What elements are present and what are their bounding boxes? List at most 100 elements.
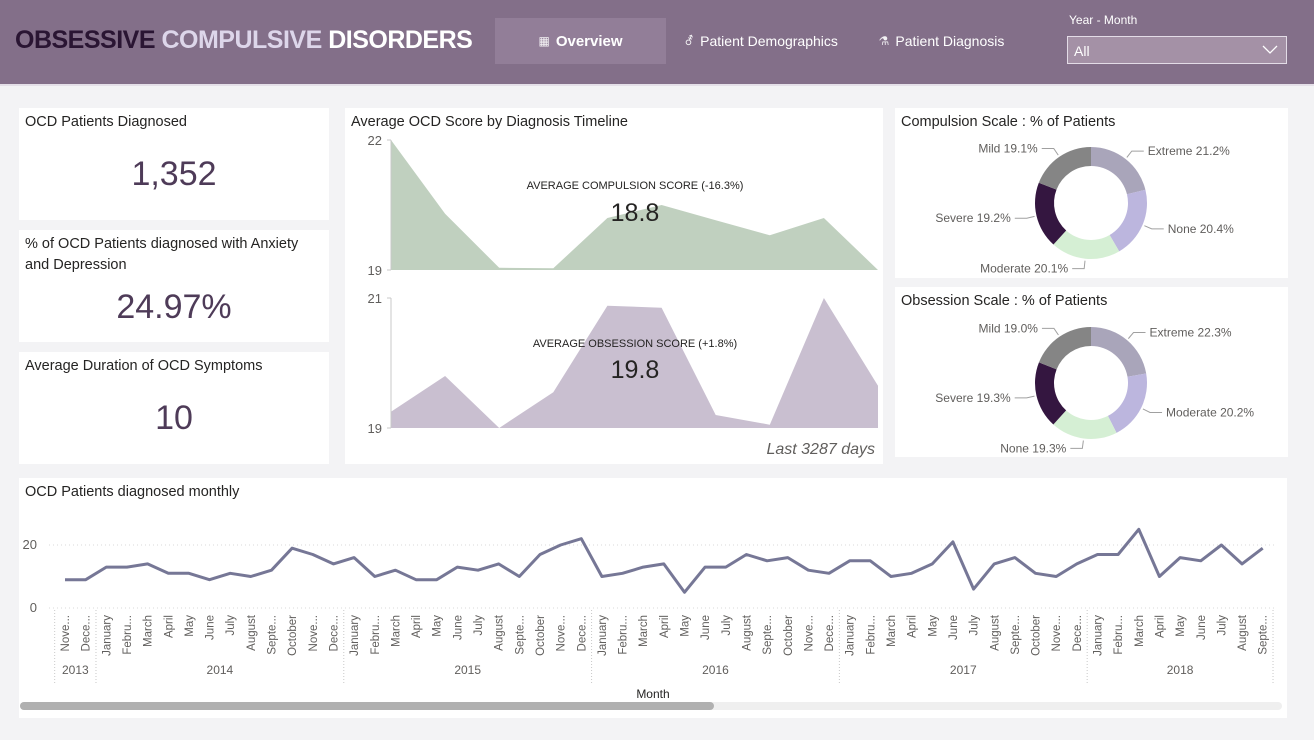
x-tick-month-label: April [1154, 615, 1166, 638]
donut-leader-line [1041, 148, 1059, 156]
x-axis-title: Month [636, 687, 669, 701]
compulsion-ytick-max: 22 [368, 133, 382, 148]
obsession-score-value: 19.8 [611, 356, 660, 384]
donut-label-severe: Severe 19.3% [935, 391, 1011, 405]
nav-patient-diagnosis-button[interactable]: ⚗ Patient Diagnosis [874, 18, 1009, 64]
title-word-obsessive: OBSESSIVE [15, 26, 156, 54]
nav-patient-demographics-label: Patient Demographics [700, 33, 838, 49]
x-tick-month-label: Dece... [1072, 615, 1084, 651]
donut-slice-none[interactable] [1109, 189, 1147, 252]
x-tick-month-label: April [659, 615, 671, 638]
donut-leader-line [1041, 327, 1059, 336]
donut-label-mild: Mild 19.0% [979, 321, 1039, 335]
x-tick-month-label: August [1237, 614, 1249, 651]
x-tick-month-label: Septe... [1258, 615, 1270, 655]
x-tick-month-label: January [349, 615, 361, 656]
timeline-chart: 22 19 AVERAGE COMPULSION SCORE (-16.3%) … [368, 133, 878, 458]
y-tick-label: 20 [23, 537, 37, 552]
x-tick-month-label: March [1134, 615, 1146, 647]
x-tick-month-label: June [700, 615, 712, 640]
monthly-diagnosed-line[interactable] [65, 527, 1264, 594]
x-tick-month-label: Nove... [556, 615, 568, 651]
donut-slice-moderate[interactable] [1107, 373, 1147, 433]
x-tick-year-label: 2015 [454, 663, 481, 677]
donut-leader-line [1070, 440, 1084, 449]
year-month-dropdown-value: All [1074, 43, 1090, 59]
x-tick-month-label: Septe... [762, 615, 774, 655]
x-tick-month-label: May [432, 615, 444, 637]
x-tick-month-label: Dece... [81, 615, 93, 651]
donut-leader-line [1144, 225, 1164, 230]
x-tick-month-label: Septe... [1010, 615, 1022, 655]
x-tick-month-label: July [1216, 615, 1228, 636]
x-tick-month-label: March [886, 615, 898, 647]
donut-leader-line [1014, 395, 1035, 399]
donut-leader-line [1072, 260, 1086, 270]
x-tick-month-label: May [1175, 615, 1187, 637]
donut-slice-mild[interactable] [1038, 327, 1091, 370]
donut-label-extreme: Extreme 22.3% [1150, 326, 1232, 340]
kpi-value: 10 [155, 399, 193, 437]
x-tick-year-label: 2013 [62, 663, 89, 677]
obsession-scale-card: Obsession Scale : % of Patients Extreme … [895, 287, 1288, 457]
donut-label-moderate: Moderate 20.2% [1166, 405, 1254, 419]
timeline-footer: Last 3287 days [766, 441, 875, 458]
x-tick-month-label: August [246, 614, 258, 651]
x-tick-month-label: Dece... [824, 615, 836, 651]
nav-overview-label: Overview [555, 32, 623, 50]
report-icon: ▦ [538, 34, 550, 48]
nav-overview-button[interactable]: ▦ Overview [495, 18, 666, 64]
donut-slice-extreme[interactable] [1091, 327, 1147, 377]
title-word-disorders: DISORDERS [328, 26, 473, 54]
x-tick-month-label: Nove... [1051, 615, 1063, 651]
x-tick-month-label: Febru... [122, 615, 134, 655]
donut-label-extreme: Extreme 21.2% [1148, 144, 1230, 158]
monthly-diagnosed-chart: Month 0 20 Nove... Dece... January Febru... Ma… [23, 527, 1277, 701]
donut-slice-severe[interactable] [1035, 182, 1067, 245]
donut-slice-moderate[interactable] [1053, 230, 1120, 259]
x-tick-month-label: August [494, 614, 506, 651]
x-tick-month-label: Nove... [803, 615, 815, 651]
scrollbar-thumb[interactable] [20, 702, 714, 710]
x-tick-month-label: Nove... [60, 615, 72, 651]
donut-slice-severe[interactable] [1035, 362, 1067, 425]
obsession-score-area [391, 298, 878, 428]
x-tick-month-label: April [907, 615, 919, 638]
x-tick-month-label: July [969, 615, 981, 636]
x-tick-month-label: Febru... [865, 615, 877, 655]
x-tick-month-label: Dece... [576, 615, 588, 651]
kpi-title: % of OCD Patients diagnosed with Anxiety… [25, 236, 299, 273]
chevron-down-icon [1262, 45, 1278, 54]
title-word-compulsive: COMPULSIVE [161, 26, 322, 54]
x-tick-month-label: May [680, 615, 692, 637]
obsession-scale-donut: Extreme 22.3% Moderate 20.2% None 19.3% Sev… [935, 321, 1254, 455]
x-tick-month-label: January [1093, 615, 1105, 656]
x-tick-month-label: October [287, 615, 299, 656]
x-tick-month-label: October [535, 615, 547, 656]
chart-horizontal-scrollbar[interactable] [20, 702, 1282, 710]
donut-slice-mild[interactable] [1038, 147, 1091, 190]
x-tick-year-label: 2017 [950, 663, 977, 677]
nav-patient-demographics-button[interactable]: ⚦ Patient Demographics [676, 18, 846, 64]
donut-slice-extreme[interactable] [1091, 147, 1146, 195]
compulsion-scale-card: Compulsion Scale : % of Patients Extreme… [895, 108, 1288, 278]
year-month-dropdown[interactable]: All [1067, 36, 1287, 64]
compulsion-scale-title: Compulsion Scale : % of Patients [901, 114, 1116, 130]
x-tick-year-label: 2014 [207, 663, 234, 677]
compulsion-ytick-min: 19 [368, 263, 382, 278]
x-tick-month-label: March [390, 615, 402, 647]
monthly-title: OCD Patients diagnosed monthly [25, 484, 240, 500]
donut-leader-line [1142, 408, 1163, 413]
x-tick-month-label: July [721, 615, 733, 636]
timeline-title: Average OCD Score by Diagnosis Timeline [351, 114, 628, 130]
kpi-title: Average Duration of OCD Symptoms [25, 358, 263, 374]
x-tick-month-label: April [163, 615, 175, 638]
donut-leader-line [1127, 332, 1146, 339]
x-tick-month-label: Nove... [308, 615, 320, 651]
x-tick-year-label: 2016 [702, 663, 729, 677]
donut-slice-none[interactable] [1053, 410, 1117, 439]
monthly-diagnosed-card: OCD Patients diagnosed monthly Month 0 20… [19, 478, 1287, 718]
x-tick-month-label: July [225, 615, 237, 636]
test-tube-icon: ⚗ [878, 34, 890, 48]
x-tick-month-label: January [597, 615, 609, 656]
